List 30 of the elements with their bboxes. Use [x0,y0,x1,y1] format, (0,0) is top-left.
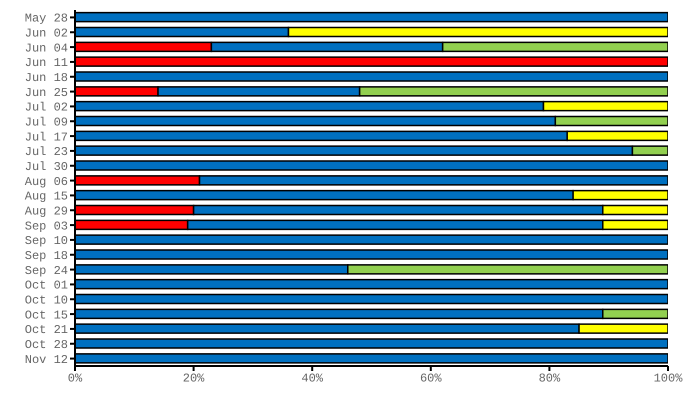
y-tick-label: Oct 15 [24,308,68,322]
y-tick-label: Oct 10 [24,294,68,308]
y-tick-label: Aug 15 [24,190,68,204]
x-tick-label: 80% [538,372,561,386]
y-tick-label: Jul 23 [24,145,68,160]
y-tick-label: Jul 02 [24,100,68,115]
y-tick-label: Jun 11 [24,56,68,70]
y-tick-label: Nov 12 [24,352,68,367]
y-tick-label: Jul 30 [24,160,68,174]
y-tick-label: Sep 24 [24,264,68,278]
x-tick-label: 0% [68,372,83,386]
y-tick-label: Sep 10 [24,234,68,248]
x-tick-label: 60% [420,372,442,386]
x-tick-label: 100% [654,372,684,386]
y-tick-label: Jul 17 [24,130,68,144]
y-tick-label: Sep 03 [24,219,68,234]
y-tick-label: Jun 18 [24,71,68,86]
y-tick-label: Sep 18 [24,249,68,264]
y-tick-label: Aug 06 [24,174,68,189]
y-tick-label: Jun 04 [24,41,68,56]
x-tick-label: 20% [182,372,206,386]
y-tick-label: May 28 [24,12,68,26]
y-tick-label: Jul 09 [24,116,68,130]
y-tick-label: Jun 25 [24,86,68,100]
y-tick-label: Aug 29 [24,204,68,219]
y-tick-label: Oct 21 [24,323,68,338]
y-tick-label: Oct 01 [24,278,68,293]
x-tick-label: 40% [301,372,324,386]
y-tick-label: Jun 02 [24,26,68,41]
y-tick-label: Oct 28 [24,338,68,352]
